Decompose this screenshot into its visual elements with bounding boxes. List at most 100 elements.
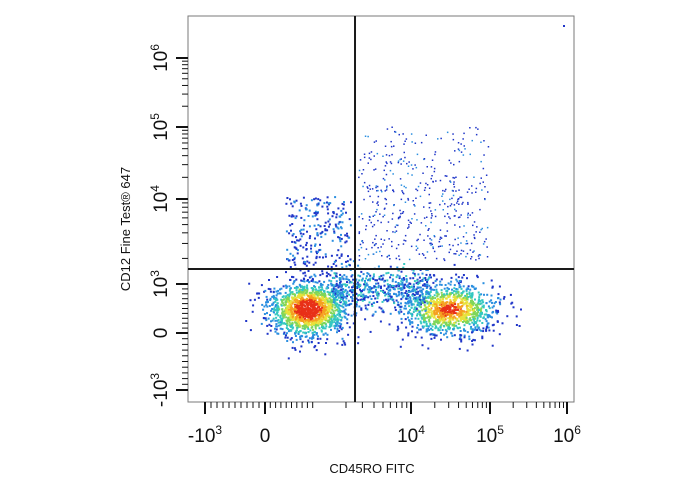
- event-dot: [424, 317, 427, 320]
- event-dot: [302, 316, 305, 319]
- event-dot: [306, 230, 308, 233]
- event-dot: [395, 284, 398, 287]
- event-dot: [378, 275, 381, 278]
- event-dot: [314, 296, 317, 299]
- event-dot: [304, 320, 307, 323]
- event-dot: [334, 303, 337, 306]
- event-dot: [439, 315, 442, 318]
- event-dot: [482, 306, 485, 309]
- x-axis-title: CD45RO FITC: [329, 461, 414, 476]
- event-dot: [319, 321, 322, 324]
- event-dot: [313, 224, 316, 227]
- event-dot: [269, 297, 272, 300]
- event-dot: [453, 315, 456, 318]
- event-dot: [386, 162, 388, 165]
- event-dot: [375, 243, 377, 245]
- event-dot: [326, 229, 329, 232]
- event-dot: [360, 270, 363, 273]
- event-dot: [410, 285, 413, 288]
- event-dot: [303, 261, 306, 263]
- event-dot: [315, 228, 318, 231]
- event-dot: [293, 241, 296, 244]
- event-dot: [431, 215, 433, 217]
- event-dot: [438, 302, 441, 305]
- event-dot: [285, 311, 288, 314]
- event-dot: [343, 274, 346, 277]
- event-dot: [319, 337, 322, 340]
- event-dot: [301, 319, 304, 321]
- event-dot: [317, 317, 320, 320]
- event-dot: [404, 240, 407, 242]
- event-dot: [330, 319, 333, 322]
- event-dot: [454, 317, 457, 320]
- event-dot: [457, 320, 460, 323]
- event-dot: [470, 325, 473, 328]
- event-dot: [314, 281, 317, 284]
- event-dot: [403, 185, 405, 188]
- event-dot: [459, 295, 462, 298]
- event-dot: [454, 303, 457, 306]
- event-dot: [349, 264, 351, 267]
- event-dot: [476, 314, 479, 317]
- event-dot: [296, 252, 299, 255]
- event-dot: [264, 289, 267, 292]
- event-dot: [465, 302, 468, 305]
- event-dot: [294, 246, 297, 249]
- event-dot: [412, 298, 415, 301]
- event-dot: [427, 291, 429, 294]
- event-dot: [454, 308, 457, 311]
- event-dot: [435, 318, 437, 321]
- event-dot: [344, 343, 347, 346]
- event-dot: [360, 294, 363, 297]
- event-dot: [408, 311, 410, 314]
- x-tick-exponent: 3: [215, 423, 222, 437]
- event-dot: [384, 179, 386, 181]
- event-dot: [335, 282, 338, 285]
- event-dot: [428, 187, 431, 189]
- event-dot: [297, 333, 300, 335]
- event-dot: [327, 293, 330, 296]
- event-dot: [363, 283, 366, 286]
- event-dot: [338, 307, 341, 310]
- event-dot: [425, 328, 428, 331]
- event-dot: [320, 292, 323, 295]
- event-dot: [407, 316, 409, 319]
- event-dot: [421, 293, 424, 295]
- event-dot: [433, 274, 436, 277]
- event-dot: [437, 329, 440, 332]
- event-dot: [435, 301, 438, 304]
- event-dot: [491, 285, 494, 288]
- event-dot: [262, 317, 265, 319]
- event-dot: [379, 250, 381, 253]
- event-dot: [437, 138, 439, 140]
- event-dot: [369, 195, 371, 198]
- event-dot: [436, 299, 438, 302]
- event-dot: [466, 242, 469, 245]
- event-dot: [336, 331, 338, 334]
- event-dot: [321, 288, 324, 291]
- event-dot: [312, 337, 315, 340]
- event-dot: [304, 308, 307, 311]
- event-dot: [382, 177, 385, 180]
- event-dot: [344, 234, 347, 237]
- event-dot: [321, 270, 324, 273]
- event-dot: [430, 177, 432, 180]
- event-dot: [379, 289, 382, 292]
- event-dot: [433, 167, 436, 170]
- event-dot: [389, 258, 391, 260]
- event-dot: [448, 159, 451, 162]
- event-dot: [338, 292, 341, 295]
- event-dot: [400, 198, 403, 201]
- event-dot: [425, 225, 427, 227]
- event-dot: [321, 286, 323, 289]
- event-dot: [285, 316, 288, 319]
- event-dot: [325, 296, 327, 299]
- event-dot: [285, 286, 288, 289]
- event-dot: [389, 161, 392, 163]
- event-dot: [384, 291, 386, 294]
- event-dot: [391, 286, 394, 289]
- event-dot: [458, 189, 460, 191]
- event-dot: [449, 320, 451, 323]
- event-dot: [350, 302, 353, 305]
- event-dot: [416, 299, 419, 302]
